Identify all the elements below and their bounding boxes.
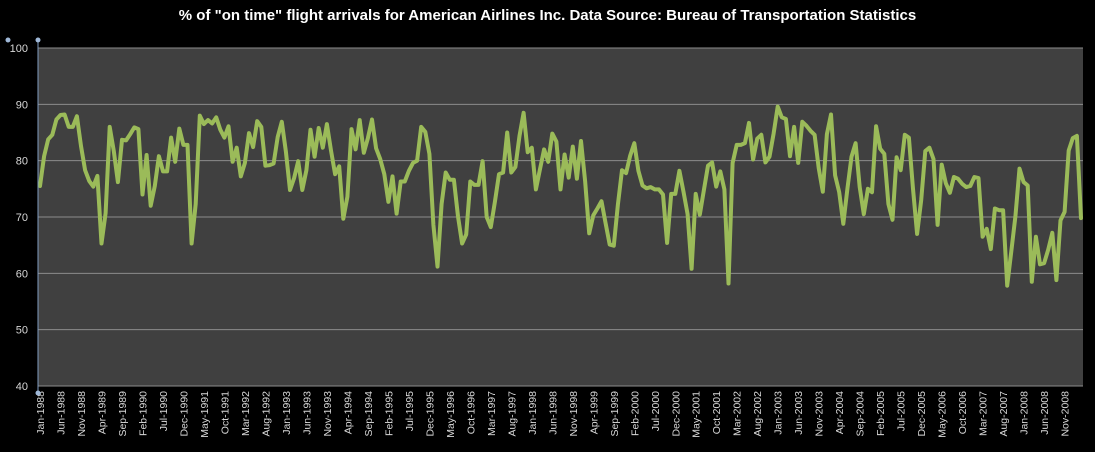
x-tick-label: May-2006: [937, 391, 949, 438]
selection-handle-top: [5, 37, 11, 43]
on-time-series-line: [38, 104, 1083, 288]
x-tick-label: Jul-1995: [404, 391, 416, 431]
x-tick-label: Dec-1990: [178, 391, 190, 437]
x-tick-label: Jan-1998: [527, 391, 539, 435]
x-tick-label: Feb-1995: [383, 391, 395, 436]
x-axis-tick-labels: Jan-1988 Jun-1988 Nov-1988 Apr-1989 Sep-1989…: [35, 391, 1072, 438]
y-tick-label: 100: [10, 43, 28, 55]
x-tick-label: Jan-2003: [773, 391, 785, 435]
x-tick-label: Nov-1998: [568, 391, 580, 437]
x-tick-label: Oct-2006: [957, 391, 969, 434]
x-tick-label: Jul-2005: [896, 391, 908, 431]
selection-handle-bottom: [35, 390, 41, 396]
x-tick-label: Jan-1993: [281, 391, 293, 435]
x-tick-label: Aug-2007: [998, 391, 1010, 437]
x-tick-label: Oct-2001: [711, 391, 723, 434]
gridlines: [38, 47, 1083, 387]
x-tick-label: Jun-1998: [547, 391, 559, 435]
x-tick-label: Mar-2002: [732, 391, 744, 436]
x-tick-label: Jun-2008: [1039, 391, 1051, 435]
x-tick-label: Nov-2008: [1060, 391, 1072, 437]
y-axis-tick-labels: 40 50 60 70 80 90 100: [10, 43, 28, 393]
x-tick-label: Jul-2000: [650, 391, 662, 431]
x-tick-label: Dec-2000: [670, 391, 682, 437]
x-tick-label: Oct-1991: [219, 391, 231, 434]
x-tick-label: Jun-1993: [301, 391, 313, 435]
x-tick-label: Apr-1994: [342, 391, 354, 434]
y-tick-label: 80: [16, 156, 28, 168]
x-tick-label: Sep-1999: [609, 391, 621, 437]
x-tick-label: Sep-2004: [855, 391, 867, 437]
x-tick-label: Aug-2002: [752, 391, 764, 437]
x-tick-label: Jul-1990: [158, 391, 170, 431]
x-tick-label: Nov-1993: [322, 391, 334, 437]
selection-handle-top-right: [35, 37, 41, 43]
y-tick-label: 60: [16, 268, 28, 280]
y-tick-label: 70: [16, 212, 28, 224]
y-tick-label: 50: [16, 325, 28, 337]
y-tick-label: 40: [16, 381, 28, 393]
x-tick-label: May-1996: [445, 391, 457, 438]
x-tick-label: Sep-1989: [117, 391, 129, 437]
x-tick-label: Apr-1999: [588, 391, 600, 434]
x-tick-label: Apr-2004: [834, 391, 846, 434]
y-tick-label: 90: [16, 99, 28, 111]
x-tick-label: Jan-1988: [35, 391, 47, 435]
x-tick-label: Mar-2007: [978, 391, 990, 436]
x-tick-label: Feb-1990: [137, 391, 149, 436]
x-tick-label: Sep-1994: [363, 391, 375, 437]
x-tick-label: Oct-1996: [465, 391, 477, 434]
x-tick-label: Feb-2000: [629, 391, 641, 436]
chart-title: % of "on time" flight arrivals for Ameri…: [178, 7, 917, 24]
x-tick-label: May-1991: [199, 391, 211, 438]
x-tick-label: May-2001: [691, 391, 703, 438]
x-tick-label: Jan-2008: [1019, 391, 1031, 435]
x-tick-label: Mar-1992: [240, 391, 252, 436]
x-tick-label: Nov-1988: [76, 391, 88, 437]
x-tick-label: Nov-2003: [814, 391, 826, 437]
x-tick-label: Aug-1997: [506, 391, 518, 437]
x-tick-label: Mar-1997: [486, 391, 498, 436]
x-tick-label: Aug-1992: [260, 391, 272, 437]
x-tick-label: Dec-2005: [916, 391, 928, 437]
x-tick-label: Jun-2003: [793, 391, 805, 435]
x-tick-label: Jun-1988: [55, 391, 67, 435]
x-tick-label: Dec-1995: [424, 391, 436, 437]
x-tick-label: Feb-2005: [875, 391, 887, 436]
x-tick-label: Apr-1989: [96, 391, 108, 434]
